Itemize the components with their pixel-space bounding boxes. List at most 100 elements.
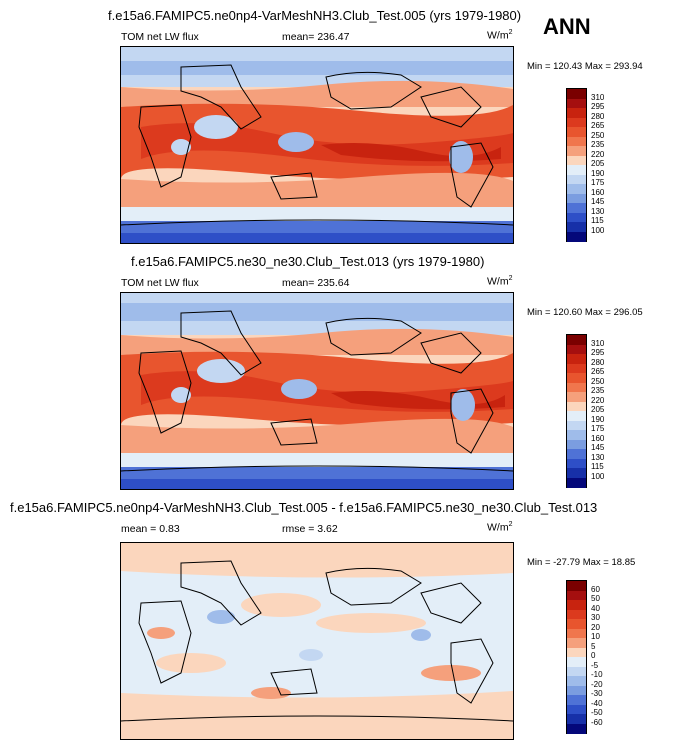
colorbar-tick-label: 145 xyxy=(591,443,605,452)
colorbar-swatch xyxy=(567,203,586,213)
colorbar-tick-label: 160 xyxy=(591,187,605,197)
colorbar-tick-label: 100 xyxy=(591,225,605,235)
colorbar-swatch xyxy=(567,704,586,715)
colorbar-swatch xyxy=(567,193,586,204)
colorbar-tick-label: 130 xyxy=(591,452,605,462)
panel-3-rmse: rmse = 3.62 xyxy=(282,523,338,535)
colorbar-tick-label: -50 xyxy=(591,708,603,717)
panel-2-colorbar xyxy=(566,334,587,488)
panel-2-map xyxy=(120,292,514,490)
colorbar-tick-label: 280 xyxy=(591,111,605,121)
panel-1-title: f.e15a6.FAMIPC5.ne0np4-VarMeshNH3.Club_T… xyxy=(108,8,522,23)
panel-2-contour-field xyxy=(121,293,513,489)
panel-2-minmax: Min = 120.60 Max = 296.05 xyxy=(527,307,643,318)
colorbar-tick-label: 190 xyxy=(591,168,605,178)
colorbar-swatch xyxy=(567,685,586,696)
colorbar-swatch xyxy=(567,354,586,364)
colorbar-swatch xyxy=(567,676,586,686)
colorbar-tick-label: -40 xyxy=(591,698,603,708)
colorbar-tick-label: 20 xyxy=(591,622,600,632)
colorbar-swatch xyxy=(567,146,586,156)
panel-2-mean: mean= 235.64 xyxy=(282,277,350,289)
colorbar-tick-label: -20 xyxy=(591,679,603,689)
colorbar-swatch xyxy=(567,98,586,109)
colorbar-swatch xyxy=(567,411,586,421)
panel-3-units: W/m2 xyxy=(487,521,513,534)
colorbar-tick-label: 100 xyxy=(591,471,605,481)
colorbar-tick-label: 250 xyxy=(591,130,605,140)
colorbar-swatch xyxy=(567,666,586,677)
colorbar-swatch xyxy=(567,373,586,383)
colorbar-swatch xyxy=(567,127,586,137)
panel-1-units: W/m2 xyxy=(487,29,513,42)
colorbar-swatch xyxy=(567,468,586,478)
colorbar-swatch xyxy=(567,458,586,469)
colorbar-swatch xyxy=(567,117,586,128)
colorbar-tick-label: 265 xyxy=(591,367,605,376)
colorbar-tick-label: 295 xyxy=(591,348,605,357)
colorbar-swatch xyxy=(567,600,586,610)
colorbar-swatch xyxy=(567,222,586,232)
panel-1-colorbar xyxy=(566,88,587,242)
colorbar-swatch xyxy=(567,619,586,629)
colorbar-swatch xyxy=(567,628,586,639)
panel-3-minmax: Min = -27.79 Max = 18.85 xyxy=(527,557,636,568)
colorbar-swatch xyxy=(567,165,586,175)
colorbar-tick-label: 175 xyxy=(591,178,605,187)
season-label: ANN xyxy=(543,14,591,39)
colorbar-tick-label: 30 xyxy=(591,613,600,622)
panel-1-contour-field xyxy=(121,47,513,243)
colorbar-tick-label: 0 xyxy=(591,651,596,660)
colorbar-swatch xyxy=(567,184,586,194)
colorbar-swatch xyxy=(567,590,586,601)
colorbar-tick-label: 145 xyxy=(591,197,605,206)
colorbar-tick-label: 235 xyxy=(591,386,605,395)
colorbar-tick-label: 10 xyxy=(591,632,600,641)
colorbar-tick-label: 160 xyxy=(591,433,605,443)
colorbar-swatch xyxy=(567,647,586,658)
colorbar-tick-label: 310 xyxy=(591,92,605,102)
colorbar-tick-label: 50 xyxy=(591,594,600,603)
colorbar-tick-label: 235 xyxy=(591,140,605,149)
colorbar-swatch xyxy=(567,638,586,648)
panel-3-colorbar xyxy=(566,580,587,734)
colorbar-tick-label: 205 xyxy=(591,405,605,414)
colorbar-swatch xyxy=(567,581,586,591)
panel-3-mean: mean = 0.83 xyxy=(121,523,180,535)
colorbar-swatch xyxy=(567,212,586,223)
colorbar-swatch xyxy=(567,335,586,345)
colorbar-swatch xyxy=(567,174,586,185)
colorbar-swatch xyxy=(567,401,586,412)
colorbar-tick-label: 190 xyxy=(591,414,605,424)
colorbar-swatch xyxy=(567,477,586,488)
colorbar-swatch xyxy=(567,392,586,402)
panel-2-left-label: TOM net LW flux xyxy=(121,277,199,289)
colorbar-tick-label: 115 xyxy=(591,216,604,225)
panel-1-map xyxy=(120,46,514,244)
panel-3-map xyxy=(120,542,514,740)
colorbar-swatch xyxy=(567,231,586,242)
colorbar-tick-label: 115 xyxy=(591,462,604,471)
colorbar-tick-label: 205 xyxy=(591,159,605,168)
colorbar-tick-label: 265 xyxy=(591,121,605,130)
colorbar-swatch xyxy=(567,695,586,705)
colorbar-tick-label: 220 xyxy=(591,395,605,405)
colorbar-swatch xyxy=(567,89,586,99)
panel-1-mean: mean= 236.47 xyxy=(282,31,350,43)
colorbar-swatch xyxy=(567,155,586,166)
colorbar-tick-label: 250 xyxy=(591,376,605,386)
colorbar-tick-label: 5 xyxy=(591,641,596,651)
colorbar-swatch xyxy=(567,344,586,355)
colorbar-swatch xyxy=(567,430,586,440)
colorbar-tick-label: 280 xyxy=(591,357,605,367)
colorbar-tick-label: 60 xyxy=(591,584,600,594)
panel-1-minmax: Min = 120.43 Max = 293.94 xyxy=(527,61,643,72)
colorbar-swatch xyxy=(567,657,586,667)
colorbar-swatch xyxy=(567,363,586,374)
colorbar-swatch xyxy=(567,714,586,724)
panel-1-left-label: TOM net LW flux xyxy=(121,31,199,43)
colorbar-tick-label: 310 xyxy=(591,338,605,348)
colorbar-tick-label: 175 xyxy=(591,424,605,433)
colorbar-tick-label: 130 xyxy=(591,206,605,216)
colorbar-tick-label: -5 xyxy=(591,660,599,670)
